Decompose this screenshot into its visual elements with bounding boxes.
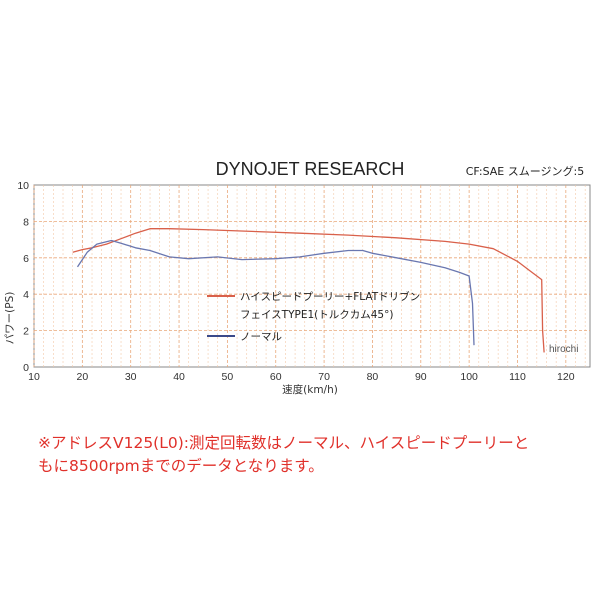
y-tick-label: 8 [23,216,29,228]
watermark: hirochi [549,344,578,355]
legend: ハイスピードプーリー+FLATドリブン フェイスTYPE1(トルクカム45°) … [207,290,420,343]
y-tick-label: 6 [23,253,29,265]
y-tick-label: 10 [17,180,29,192]
note-line-1: ※アドレスV125(L0):測定回転数はノーマル、ハイスピードプーリーと [38,434,530,452]
chart-title: DYNOJET RESEARCH [216,159,405,179]
x-tick-label: 90 [415,371,427,383]
chart-subtitle: CF:SAE スムージング:5 [466,164,585,178]
x-tick-label: 110 [509,371,526,383]
x-tick-label: 10 [28,371,40,383]
x-tick-label: 80 [367,371,379,383]
legend-label-pulley-line1: ハイスピードプーリー+FLATドリブン [240,290,420,303]
measurement-note: ※アドレスV125(L0):測定回転数はノーマル、ハイスピードプーリーと もに8… [38,432,578,478]
x-tick-label: 60 [270,371,282,383]
series-lines [72,228,545,353]
x-tick-label: 120 [557,371,575,383]
legend-label-normal: ノーマル [240,331,282,343]
y-axis-label: パワー(PS) [4,292,16,345]
x-tick-label: 70 [318,371,330,383]
x-tick-label: 20 [77,371,89,383]
x-tick-label: 30 [125,371,137,383]
grid [33,185,590,367]
x-tick-label: 100 [460,371,478,383]
x-tick-label: 50 [222,371,234,383]
y-tick-label: 0 [23,362,29,374]
axis-ticks: 10 20 30 40 50 60 70 80 90 100 110 120 0 2 4 6 8 10 [17,180,574,383]
series-line-pulley [72,228,545,353]
plot-area [33,184,591,368]
x-axis-label: 速度(km/h) [282,383,338,396]
legend-label-pulley-line2: フェイスTYPE1(トルクカム45°) [240,309,393,321]
x-tick-label: 40 [173,371,185,383]
y-tick-label: 2 [23,326,29,338]
series-line-normal [76,239,475,346]
note-line-2: もに8500rpmまでのデータとなります。 [38,457,324,475]
y-tick-label: 4 [23,289,29,301]
